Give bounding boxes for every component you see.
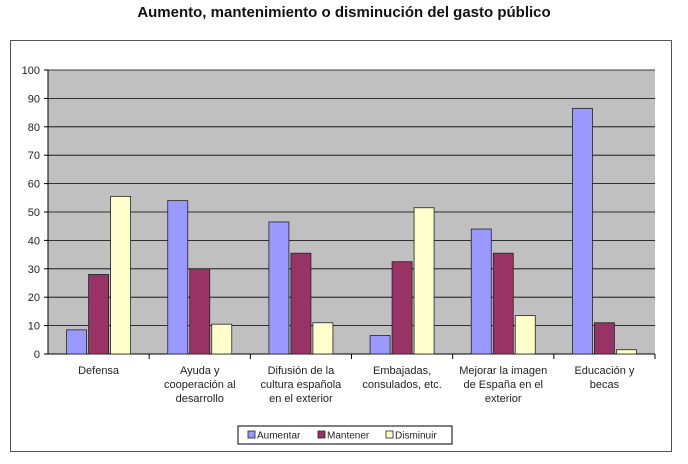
- y-tick-label: 0: [34, 349, 40, 361]
- y-tick-label: 70: [28, 150, 40, 162]
- legend-label: Aumentar: [257, 431, 301, 442]
- y-tick-label: 30: [28, 264, 40, 276]
- bar: [211, 323, 233, 355]
- legend: [237, 425, 453, 445]
- bar: [167, 200, 189, 355]
- chart-title: Aumento, mantenimiento o disminución del…: [137, 4, 551, 21]
- bar: [268, 221, 290, 355]
- bar: [312, 322, 334, 355]
- x-tick-label: Difusión de la cultura española en el exte…: [261, 365, 343, 405]
- bar: [369, 335, 391, 355]
- bar: [391, 261, 413, 355]
- y-tick-label: 20: [28, 292, 40, 304]
- bar: [88, 274, 109, 355]
- bar: [66, 329, 87, 355]
- x-tick-label: Embajadas, consulados, etc.: [362, 365, 442, 391]
- bar: [594, 322, 615, 355]
- y-tick-label: 50: [28, 207, 40, 219]
- y-tick-label: 10: [28, 321, 40, 333]
- y-tick-label: 90: [28, 93, 40, 105]
- bar: [514, 315, 536, 355]
- bar: [572, 107, 593, 355]
- bar: [616, 349, 637, 355]
- bar: [492, 252, 514, 355]
- y-tick-label: 40: [28, 235, 40, 247]
- x-tick-label: Educación y becas: [574, 365, 634, 391]
- legend-swatch: [385, 430, 394, 439]
- bar: [290, 252, 312, 355]
- bar: [189, 268, 211, 355]
- legend-label: Disminuir: [395, 431, 437, 442]
- legend-swatch: [317, 430, 326, 439]
- bar: [413, 207, 435, 355]
- bar: [110, 195, 131, 355]
- x-tick-label: Defensa: [78, 365, 120, 377]
- legend-swatch: [247, 430, 256, 439]
- y-tick-label: 80: [28, 122, 40, 134]
- bar: [470, 228, 492, 355]
- x-tick-label: Mejorar la imagen de España en el exterior: [459, 365, 547, 405]
- y-tick-label: 100: [22, 65, 40, 77]
- x-tick-label: Ayuda y cooperación al desarrollo: [164, 365, 236, 405]
- legend-label: Mantener: [327, 431, 370, 442]
- y-tick-label: 60: [28, 179, 40, 191]
